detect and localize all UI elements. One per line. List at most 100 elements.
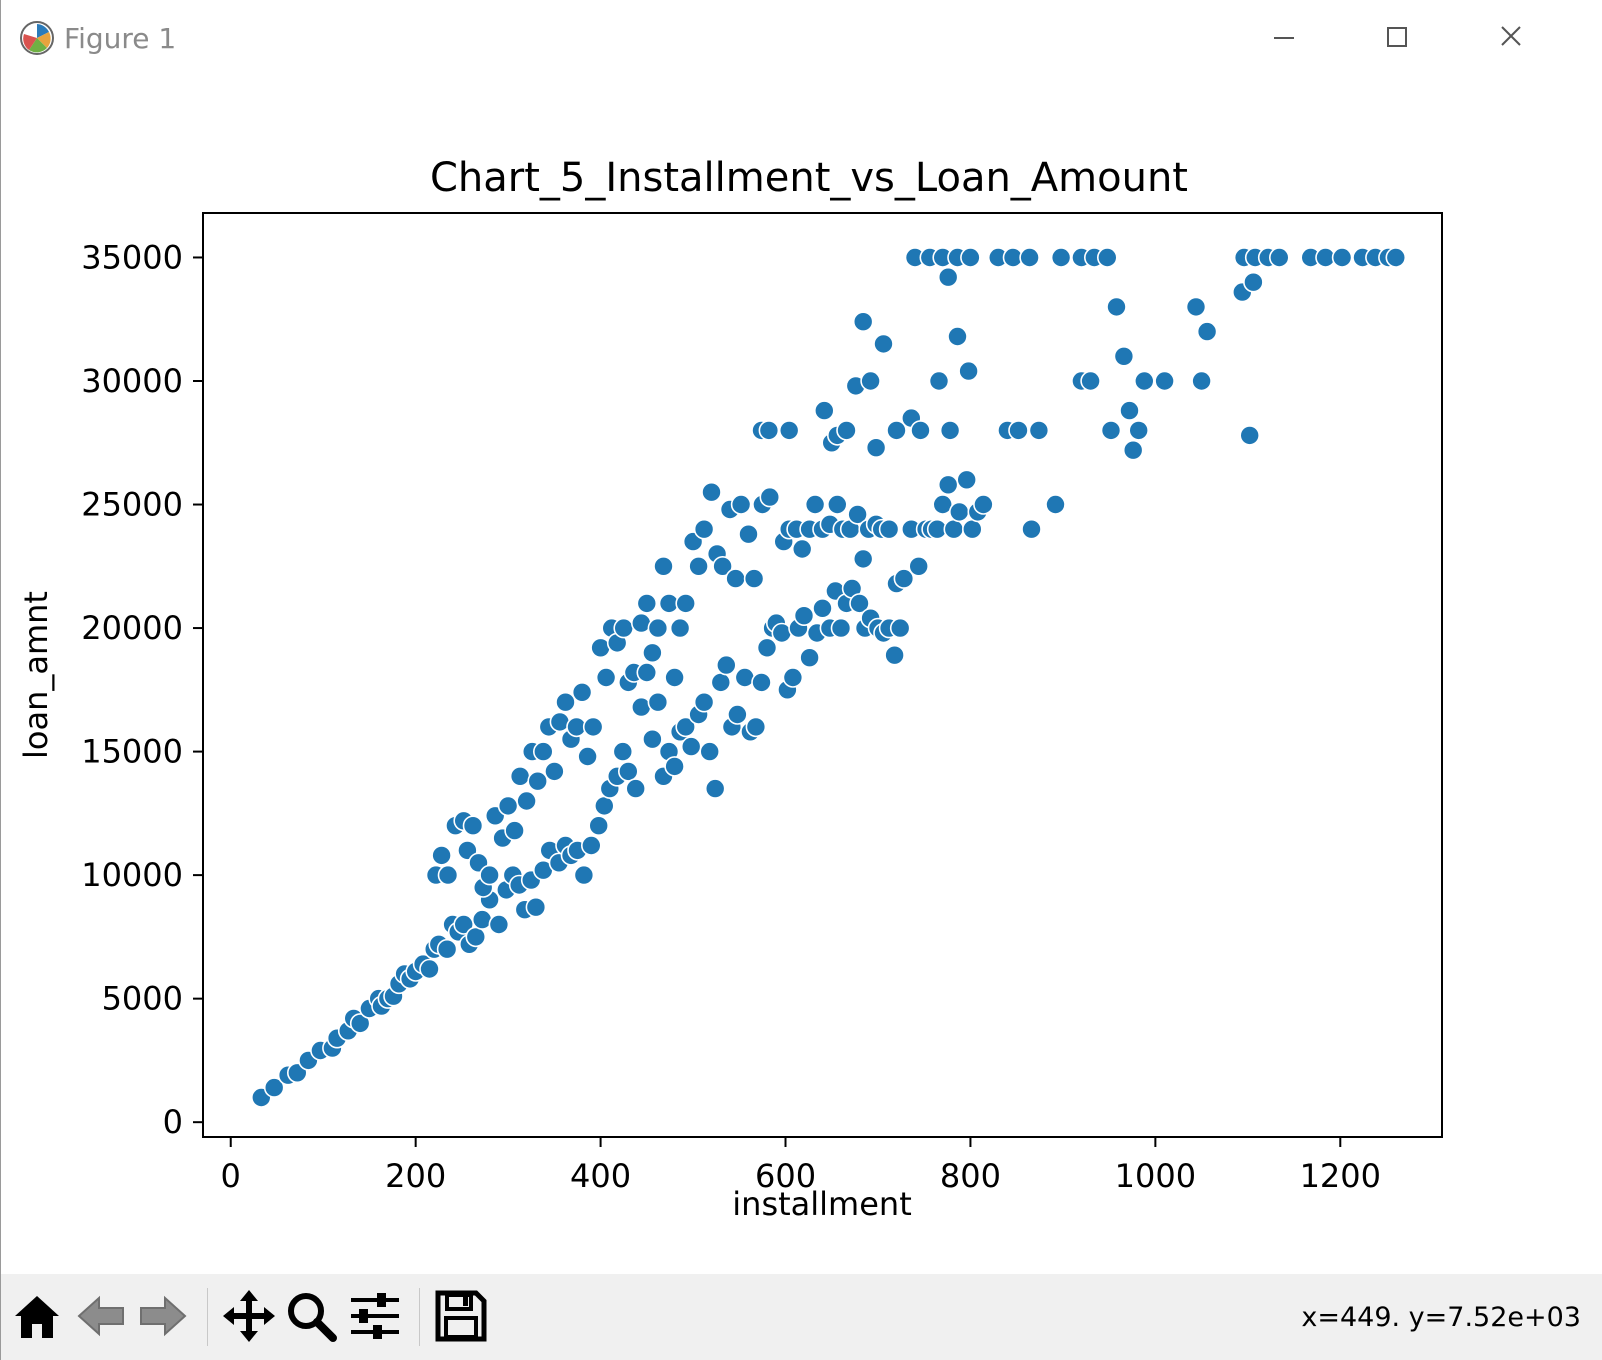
forward-arrow-icon — [140, 1295, 187, 1337]
scatter-chart[interactable]: Chart_5_Installment_vs_Loan_Amount 0 200 4… — [1, 78, 1602, 1274]
data-point — [1050, 247, 1072, 268]
data-point — [1045, 494, 1066, 515]
data-point — [419, 958, 440, 980]
back-arrow-icon — [77, 1295, 124, 1337]
data-point — [756, 637, 778, 659]
data-point — [893, 568, 915, 589]
data-point — [431, 845, 452, 866]
minimize-icon — [1274, 37, 1294, 39]
data-point — [758, 420, 780, 441]
forward-button[interactable] — [135, 1288, 191, 1344]
minimize-button[interactable] — [1254, 14, 1314, 62]
data-point — [1243, 271, 1264, 293]
save-button[interactable] — [433, 1288, 489, 1344]
data-point — [642, 728, 663, 750]
data-point — [465, 926, 487, 948]
zoom-button[interactable] — [283, 1288, 339, 1344]
data-point — [625, 778, 647, 799]
data-point — [1028, 420, 1050, 441]
data-point — [847, 504, 868, 525]
maximize-icon — [1387, 27, 1407, 47]
data-point — [582, 716, 604, 738]
data-point — [778, 420, 800, 441]
data-point — [479, 864, 500, 886]
data-point — [588, 815, 610, 837]
x-tick-label: 400 — [570, 1157, 631, 1195]
title-bar[interactable]: Figure 1 — [1, 0, 1602, 78]
data-point — [701, 481, 722, 503]
data-point — [947, 326, 968, 347]
data-point — [525, 896, 547, 918]
data-point — [1128, 420, 1149, 441]
figure-canvas[interactable]: Chart_5_Installment_vs_Loan_Amount 0 200 4… — [1, 78, 1602, 1274]
data-point — [462, 815, 484, 837]
data-point — [956, 469, 978, 491]
data-point — [647, 691, 669, 713]
data-point — [664, 667, 685, 688]
chart-title: Chart_5_Installment_vs_Loan_Amount — [430, 155, 1188, 201]
data-point — [910, 420, 931, 441]
data-point — [617, 761, 639, 782]
x-tick-label: 0 — [221, 1157, 241, 1195]
data-point — [497, 795, 519, 817]
data-point — [1154, 370, 1175, 392]
back-button[interactable] — [73, 1288, 129, 1344]
data-point — [1113, 345, 1135, 367]
data-point — [647, 617, 669, 639]
matplotlib-logo-icon — [20, 21, 54, 55]
data-point — [580, 835, 602, 856]
x-tick-label: 1200 — [1300, 1157, 1381, 1195]
close-icon — [1501, 26, 1521, 46]
save-icon — [435, 1290, 487, 1342]
data-point — [693, 518, 715, 540]
data-point — [664, 756, 685, 777]
y-tick-label: 30000 — [81, 362, 183, 400]
pan-button[interactable] — [221, 1288, 277, 1344]
data-point — [704, 778, 726, 799]
data-point — [948, 501, 970, 523]
data-point — [527, 770, 549, 792]
data-point — [1080, 370, 1101, 392]
data-point — [1008, 420, 1029, 441]
data-point — [751, 672, 772, 693]
data-point — [577, 746, 598, 767]
data-point — [699, 741, 721, 762]
data-point — [791, 538, 813, 560]
data-point — [960, 247, 981, 268]
data-point — [1185, 296, 1207, 318]
data-point — [958, 360, 979, 382]
data-point — [532, 741, 554, 762]
data-point — [813, 400, 835, 421]
data-point — [349, 1013, 371, 1034]
data-point — [793, 605, 815, 627]
data-point — [715, 654, 737, 676]
home-icon — [15, 1296, 59, 1338]
data-point — [504, 820, 525, 841]
maximize-button[interactable] — [1367, 14, 1427, 62]
cursor-coordinates: x=449. y=7.52e+03 — [1301, 1302, 1581, 1333]
data-point — [593, 795, 615, 817]
data-point — [436, 938, 458, 960]
data-point — [865, 437, 887, 459]
navigation-toolbar: x=449. y=7.52e+03 — [1, 1274, 1602, 1360]
home-button[interactable] — [9, 1288, 65, 1344]
x-tick-label: 1000 — [1115, 1157, 1196, 1195]
y-tick-label: 20000 — [81, 609, 183, 647]
data-point — [688, 555, 709, 577]
data-points — [250, 247, 1407, 1108]
data-point — [730, 494, 752, 515]
configure-subplots-button[interactable] — [347, 1288, 403, 1344]
y-tick-label: 0 — [163, 1103, 183, 1141]
toolbar-separator — [419, 1288, 420, 1346]
data-point — [799, 647, 820, 669]
data-point — [1239, 425, 1260, 446]
data-point — [1097, 247, 1118, 268]
data-point — [937, 474, 959, 496]
data-point — [1106, 296, 1127, 318]
data-point — [852, 548, 874, 570]
data-point — [1331, 247, 1353, 268]
data-point — [1385, 247, 1407, 268]
close-button[interactable] — [1481, 14, 1541, 62]
y-tick-label: 25000 — [81, 486, 183, 524]
